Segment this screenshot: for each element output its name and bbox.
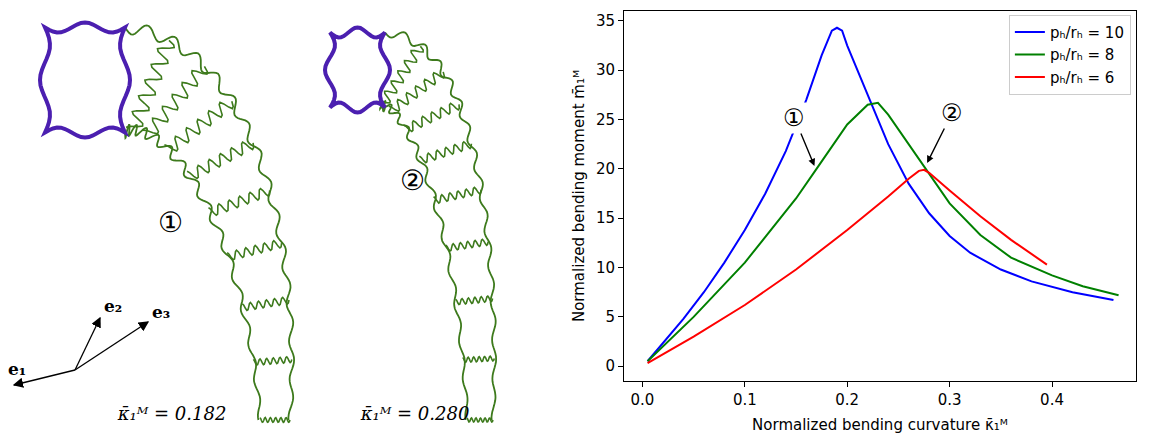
svg-text:Normalized bending moment m̄₁ᴹ: Normalized bending moment m̄₁ᴹ xyxy=(570,70,588,322)
svg-text:0.3: 0.3 xyxy=(938,391,962,409)
svg-text:①: ① xyxy=(783,104,805,132)
svg-text:②: ② xyxy=(941,99,963,127)
svg-text:pₕ/rₕ = 8: pₕ/rₕ = 8 xyxy=(1050,46,1115,64)
svg-text:e₁: e₁ xyxy=(8,359,26,379)
svg-text:10: 10 xyxy=(596,259,615,277)
svg-text:15: 15 xyxy=(596,209,615,227)
svg-text:0.4: 0.4 xyxy=(1040,391,1064,409)
svg-text:pₕ/rₕ = 6: pₕ/rₕ = 6 xyxy=(1050,69,1115,87)
svg-text:25: 25 xyxy=(596,111,615,129)
svg-text:Normalized bending curvature κ: Normalized bending curvature κ̄₁ᴹ xyxy=(752,416,1008,434)
svg-text:20: 20 xyxy=(596,160,615,178)
svg-text:①: ① xyxy=(158,206,183,239)
svg-text:0.0: 0.0 xyxy=(631,391,655,409)
svg-text:κ̄₁ᴹ = 0.280: κ̄₁ᴹ = 0.280 xyxy=(360,403,470,424)
svg-text:0.1: 0.1 xyxy=(733,391,757,409)
svg-text:35: 35 xyxy=(596,12,615,30)
svg-text:30: 30 xyxy=(596,61,615,79)
svg-text:κ̄₁ᴹ = 0.182: κ̄₁ᴹ = 0.182 xyxy=(117,403,227,424)
svg-text:0: 0 xyxy=(605,357,615,375)
svg-text:②: ② xyxy=(400,164,425,197)
svg-text:e₂: e₂ xyxy=(104,296,122,316)
svg-text:0.2: 0.2 xyxy=(835,391,859,409)
svg-text:e₃: e₃ xyxy=(152,302,170,322)
svg-text:5: 5 xyxy=(605,308,615,326)
svg-text:pₕ/rₕ = 10: pₕ/rₕ = 10 xyxy=(1050,24,1124,42)
